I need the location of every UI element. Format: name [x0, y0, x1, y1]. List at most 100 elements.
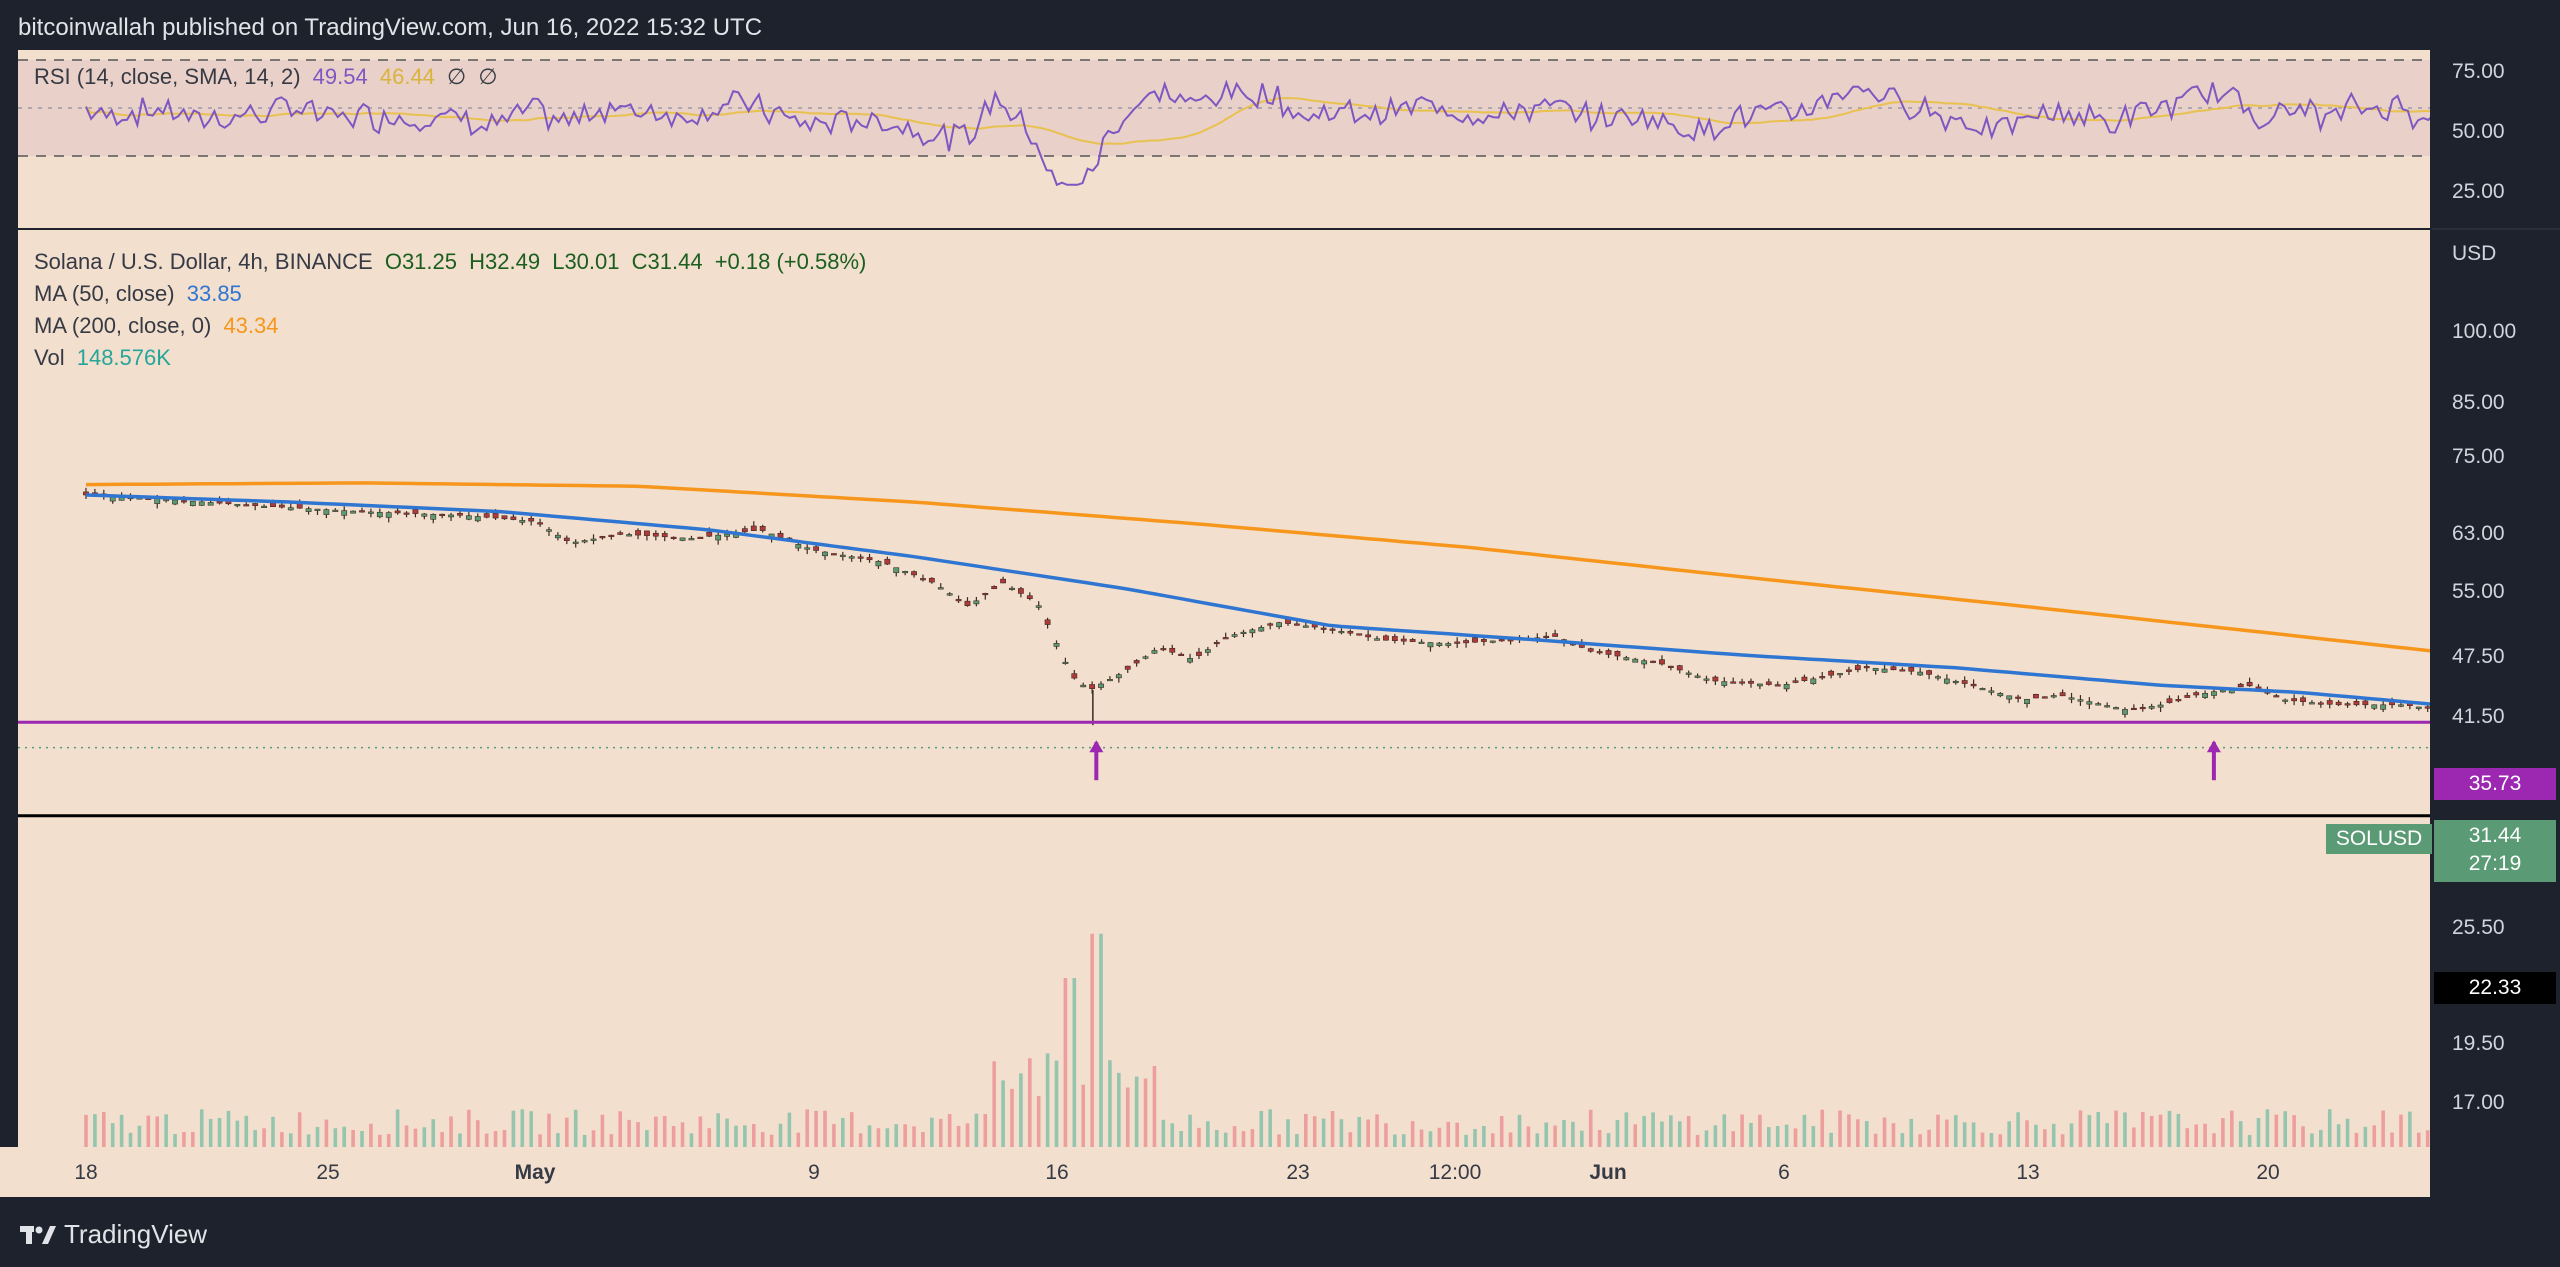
volume-bar: [1615, 1120, 1620, 1147]
volume-bar: [823, 1110, 827, 1147]
candle-body: [1890, 666, 1897, 671]
volume-bar: [2354, 1132, 2359, 1147]
candle-body: [839, 554, 846, 557]
candle-body: [207, 502, 214, 506]
rsi-value: 49.54: [312, 64, 368, 89]
ohlc-open: O31.25: [384, 249, 457, 274]
candle-body: [448, 514, 454, 518]
candle-body: [492, 513, 499, 519]
volume-bar: [208, 1118, 213, 1147]
volume-bar: [137, 1125, 142, 1147]
volume-bar: [600, 1114, 605, 1147]
axis-corner: [2430, 1147, 2432, 1197]
volume-bar: [146, 1115, 151, 1147]
volume-bar: [1731, 1131, 1735, 1147]
candle-body: [661, 533, 668, 538]
candle-body: [1721, 681, 1728, 686]
currency-label: USD: [2452, 242, 2497, 265]
candle-body: [1044, 619, 1051, 625]
volume-bar: [1027, 1058, 1032, 1147]
candle-body: [2015, 696, 2022, 699]
candle-body: [261, 505, 267, 508]
volume-bar: [787, 1112, 792, 1147]
volume-bar: [796, 1132, 801, 1147]
candle-body: [2166, 698, 2173, 703]
candle-body: [2309, 702, 2315, 705]
symbol-title[interactable]: Solana / U.S. Dollar, 4h, BINANCE: [34, 249, 373, 274]
volume-bar: [1045, 1053, 1050, 1147]
rsi-pane[interactable]: RSI (14, close, SMA, 14, 2) 49.54 46.44 …: [18, 50, 2430, 228]
ohlc-change: +0.18 (+0.58%): [714, 249, 867, 274]
price-tick-41-5: 41.50: [2452, 705, 2505, 728]
rsi-legend[interactable]: RSI (14, close, SMA, 14, 2) 49.54 46.44 …: [34, 64, 504, 90]
volume-bar: [1820, 1109, 1825, 1147]
candle-body: [1685, 672, 1692, 675]
candle-body: [1053, 643, 1060, 647]
volume-bar: [1090, 933, 1094, 1147]
candle-body: [323, 509, 330, 515]
candle-body: [2077, 699, 2084, 702]
volume-bar: [1882, 1117, 1887, 1147]
candle-body: [2184, 695, 2191, 698]
price-axis[interactable]: 75.00 50.00 25.00 USD 100.00 85.00 75.00…: [2432, 50, 2560, 1147]
volume-bar: [235, 1120, 240, 1147]
volume-bar: [930, 1117, 934, 1147]
volume-bar: [1544, 1122, 1549, 1147]
volume-bar: [1072, 978, 1077, 1147]
volume-bar: [1633, 1124, 1638, 1147]
volume-bar: [2043, 1129, 2047, 1147]
price-pane[interactable]: Solana / U.S. Dollar, 4h, BINANCE O31.25…: [18, 230, 2430, 1147]
volume-bar: [2345, 1118, 2350, 1147]
tradingview-logo[interactable]: TradingView: [20, 1219, 207, 1250]
candle-body: [715, 534, 722, 541]
candle-body: [795, 544, 802, 549]
volume-bar: [1259, 1111, 1264, 1147]
ohlc-close: C31.44: [631, 249, 703, 274]
vol-label[interactable]: Vol: [34, 345, 65, 370]
candle-body: [697, 536, 704, 539]
candle-body: [216, 500, 223, 504]
brand-name: TradingView: [64, 1219, 208, 1249]
volume-bar: [1179, 1131, 1183, 1147]
volume-bar: [867, 1125, 872, 1147]
ma50-label[interactable]: MA (50, close): [34, 281, 175, 306]
candle-body: [332, 509, 339, 512]
volume-bar: [1330, 1111, 1335, 1147]
time-axis[interactable]: 18 25 May 9 16 23 12:00 Jun 6 13 20: [0, 1147, 2560, 1197]
volume-bar: [395, 1109, 400, 1147]
candle-body: [884, 558, 891, 565]
candle-body: [2130, 707, 2137, 711]
time-tick-may9: 9: [808, 1161, 820, 1184]
ma50-value: 33.85: [186, 281, 242, 306]
candle-body: [1124, 665, 1131, 670]
candle-body: [688, 538, 695, 541]
candle-body: [510, 516, 517, 520]
candle-body: [1436, 642, 1443, 646]
volume-bar: [1695, 1134, 1700, 1147]
candle-body: [172, 499, 178, 505]
candle-body: [937, 587, 944, 590]
volume-bar: [1125, 1087, 1130, 1147]
rsi-tick-50: 50.00: [2452, 120, 2505, 143]
volume-bar: [351, 1129, 355, 1147]
volume-bar: [1117, 1072, 1121, 1147]
candle-body: [1979, 688, 1986, 691]
volume-bar: [734, 1125, 738, 1147]
candle-body: [572, 541, 579, 544]
candle-body: [2398, 704, 2404, 707]
axis-corner-fill: [2432, 1147, 2560, 1197]
candle-body: [1000, 578, 1006, 584]
volume-bar: [1793, 1128, 1798, 1147]
volume-bar: [983, 1114, 988, 1147]
candle-body: [359, 510, 365, 513]
rsi-extra-2: ∅: [478, 64, 498, 89]
volume-bar: [2425, 1130, 2430, 1147]
last-price-tag: 31.44 27:19: [2434, 820, 2556, 882]
volume-bar: [1927, 1129, 1931, 1147]
candle-body: [1249, 629, 1256, 634]
volume-bar: [1437, 1127, 1442, 1147]
ma200-label[interactable]: MA (200, close, 0): [34, 313, 212, 338]
rsi-tick-75: 75.00: [2452, 60, 2505, 83]
volume-bar: [992, 1061, 996, 1147]
candle-body: [1881, 668, 1888, 673]
